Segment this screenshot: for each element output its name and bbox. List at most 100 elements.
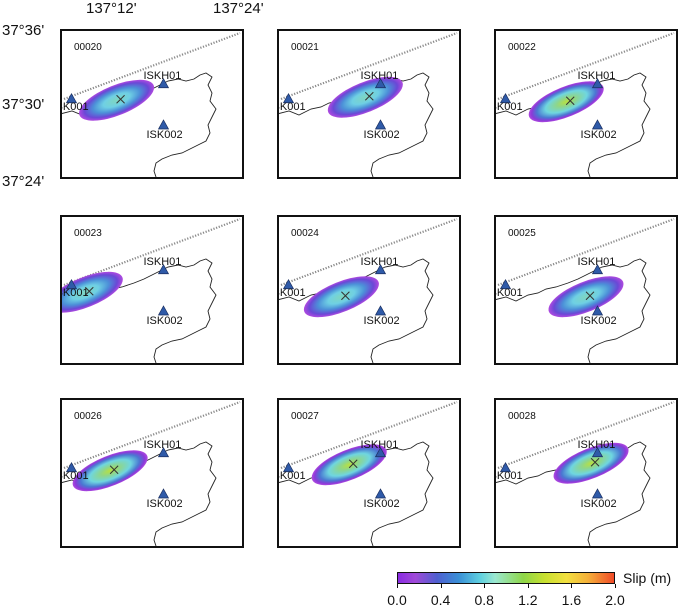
station-triangle-icon — [282, 93, 295, 104]
station-label: ISK002 — [364, 129, 400, 141]
panel-id: 00021 — [291, 42, 319, 53]
slip-panel: ISKH01 ISK001 ISK002 00021 — [277, 29, 461, 179]
epicenter-marker — [364, 91, 374, 101]
station-label: ISK001 — [62, 287, 89, 299]
trench-line — [497, 217, 675, 287]
station-label: ISK002 — [581, 315, 617, 327]
y-tick-label: 37°30' — [2, 96, 45, 113]
station-label: ISK002 — [581, 498, 617, 510]
slip-patch — [72, 450, 148, 492]
station-label: ISK001 — [279, 101, 306, 113]
y-tick-label: 37°24' — [2, 173, 45, 190]
station-triangle-icon — [499, 462, 512, 473]
station-triangle-icon — [374, 447, 387, 458]
slip-patch — [303, 276, 379, 318]
trench-line — [497, 31, 675, 101]
epicenter-marker — [565, 96, 575, 106]
map-canvas: ISKH01 ISK001 ISK002 — [496, 400, 675, 546]
colorbar-tick — [571, 584, 573, 588]
map-canvas: ISKH01 ISK001 ISK002 — [496, 217, 675, 363]
panel-id: 00020 — [74, 42, 102, 53]
station-label: ISK001 — [62, 470, 89, 482]
slip-patch — [79, 79, 155, 121]
colorbar-tick-label: 1.6 — [561, 592, 582, 608]
trench-line — [63, 400, 241, 470]
station-label: ISKH01 — [361, 439, 399, 451]
station-triangle-icon — [157, 264, 170, 275]
colorbar-tick-label: 1.2 — [518, 592, 538, 608]
station-triangle-icon — [374, 305, 387, 316]
station-label: ISK001 — [62, 101, 89, 113]
station-label: ISKH01 — [361, 256, 399, 268]
panel-id: 00024 — [291, 228, 319, 239]
station-triangle-icon — [374, 78, 387, 89]
station-label: ISK001 — [496, 470, 523, 482]
colorbar-tick — [397, 584, 398, 588]
slip-patch — [528, 81, 604, 123]
station-triangle-icon — [157, 78, 170, 89]
coastline — [279, 258, 434, 363]
y-tick-label: 37°36' — [2, 22, 45, 39]
epicenter-marker — [84, 286, 94, 296]
colorbar-tick-label: 0.0 — [387, 592, 407, 608]
station-label: ISK002 — [581, 129, 617, 141]
station-triangle-icon — [591, 119, 604, 130]
colorbar-tick-label: 0.8 — [474, 592, 494, 608]
slip-patch — [553, 442, 629, 484]
coastline — [62, 258, 217, 363]
station-label: ISKH01 — [144, 256, 182, 268]
panel-id: 00028 — [508, 411, 536, 422]
epicenter-marker — [348, 459, 358, 469]
station-label: ISKH01 — [578, 439, 616, 451]
map-canvas: ISKH01 ISK001 ISK002 — [62, 400, 241, 546]
station-triangle-icon — [591, 264, 604, 275]
slip-patch — [311, 444, 387, 486]
map-canvas: ISKH01 ISK001 ISK002 — [62, 217, 241, 363]
coastline — [496, 258, 651, 363]
colorbar-gradient — [397, 572, 615, 584]
epicenter-marker — [585, 291, 595, 301]
station-label: ISK002 — [147, 129, 183, 141]
map-canvas: ISKH01 ISK001 ISK002 — [279, 217, 458, 363]
colorbar-tick — [527, 584, 529, 588]
panel-id: 00026 — [74, 411, 102, 422]
slip-panel: ISKH01 ISK001 ISK002 00022 — [494, 29, 678, 179]
colorbar-tick — [615, 584, 616, 588]
station-triangle-icon — [157, 305, 170, 316]
station-triangle-icon — [157, 447, 170, 458]
station-label: ISK001 — [279, 287, 306, 299]
panel-id: 00025 — [508, 228, 536, 239]
x-tick-label: 137°24' — [213, 0, 264, 17]
coastline — [496, 441, 651, 546]
station-label: ISK001 — [496, 287, 523, 299]
map-canvas: ISKH01 ISK001 ISK002 — [62, 31, 241, 177]
panel-id: 00022 — [508, 42, 536, 53]
station-label: ISKH01 — [578, 70, 616, 82]
station-triangle-icon — [65, 462, 78, 473]
slip-panel: ISKH01 ISK001 ISK002 00028 — [494, 398, 678, 548]
trench-line — [280, 217, 458, 287]
station-triangle-icon — [591, 305, 604, 316]
station-label: ISK002 — [364, 315, 400, 327]
trench-line — [280, 31, 458, 101]
station-label: ISK002 — [364, 498, 400, 510]
slip-panel: ISKH01 ISK001 ISK002 00023 — [60, 215, 244, 365]
station-triangle-icon — [65, 93, 78, 104]
colorbar-tick — [484, 584, 486, 588]
station-label: ISK001 — [279, 470, 306, 482]
station-label: ISKH01 — [578, 256, 616, 268]
station-label: ISK001 — [496, 101, 523, 113]
slip-patch — [62, 271, 123, 313]
slip-panel: ISKH01 ISK001 ISK002 00020 — [60, 29, 244, 179]
map-canvas: ISKH01 ISK001 ISK002 — [279, 31, 458, 177]
station-triangle-icon — [591, 78, 604, 89]
colorbar-tick-label: 0.4 — [430, 592, 451, 608]
slip-panel: ISKH01 ISK001 ISK002 00027 — [277, 398, 461, 548]
station-triangle-icon — [499, 279, 512, 290]
station-triangle-icon — [374, 264, 387, 275]
slip-panel: ISKH01 ISK001 ISK002 00026 — [60, 398, 244, 548]
trench-line — [63, 31, 241, 101]
station-triangle-icon — [591, 447, 604, 458]
station-triangle-icon — [374, 488, 387, 499]
slip-panel: ISKH01 ISK001 ISK002 00025 — [494, 215, 678, 365]
